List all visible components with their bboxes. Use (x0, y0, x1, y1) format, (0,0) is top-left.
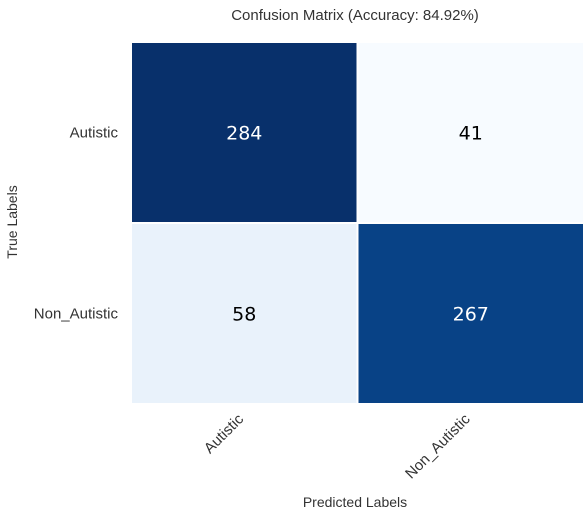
x-tick-labels: Autistic Non_Autistic (201, 410, 474, 482)
y-tick-labels: Autistic Non_Autistic (34, 125, 119, 323)
x-axis-label: Predicted Labels (303, 494, 407, 510)
y-tick-label: Non_Autistic (34, 306, 119, 323)
x-tick-label: Non_Autistic (402, 410, 474, 482)
heatmap-cell-labels: 284 41 58 267 (226, 123, 489, 326)
heatmap-cell (356, 222, 584, 405)
x-tick-label: Autistic (201, 410, 248, 457)
cell-value-label: 58 (232, 304, 256, 326)
heatmap-cell (356, 41, 584, 224)
cell-value-label: 267 (453, 304, 489, 326)
y-axis-label: True Labels (4, 185, 20, 258)
heatmap-cells (130, 41, 584, 405)
y-tick-label: Autistic (70, 125, 119, 142)
chart-title: Confusion Matrix (Accuracy: 84.92%) (231, 7, 479, 24)
heatmap-cell (130, 222, 359, 405)
cell-value-label: 41 (459, 123, 483, 145)
heatmap-cell (130, 41, 359, 224)
cell-value-label: 284 (226, 123, 262, 145)
